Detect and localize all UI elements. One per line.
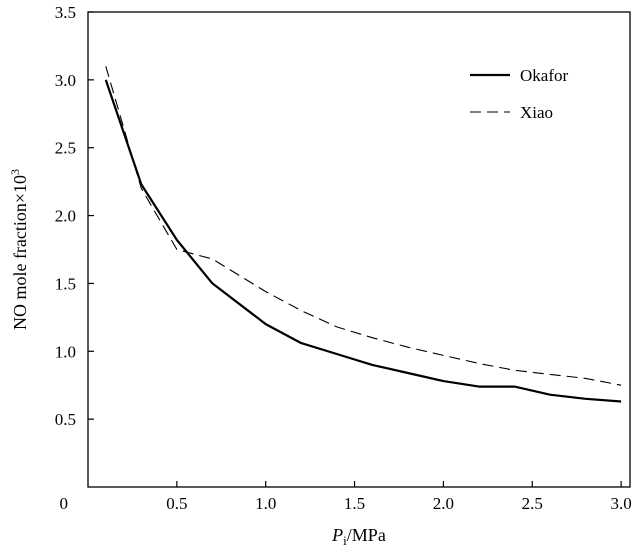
- x-axis-label-sub: i: [343, 533, 347, 548]
- y-tick-label: 3.5: [55, 3, 76, 22]
- x-tick-label: 1.5: [344, 494, 365, 513]
- series-line-xiao: [105, 66, 622, 386]
- y-axis-label-main: NO mole fraction×10: [10, 175, 30, 330]
- x-tick-label: 2.0: [433, 494, 454, 513]
- legend-label-okafor: Okafor: [520, 66, 568, 85]
- plot-frame: [87, 11, 631, 488]
- legend: Okafor Xiao: [470, 66, 568, 122]
- x-tick-label: 2.5: [522, 494, 543, 513]
- y-axis-label-exponent: 3: [8, 169, 22, 175]
- y-tick-label: 1.5: [55, 274, 76, 293]
- x-axis-ticks: 0.5 1.0 1.5 2.0 2.5 3.0: [166, 481, 632, 513]
- y-tick-label: 2.5: [55, 139, 76, 158]
- series-lines: [104, 66, 622, 403]
- x-axis-label-unit: /MPa: [347, 525, 386, 545]
- origin-label: 0: [60, 494, 69, 513]
- y-tick-label: 3.0: [55, 71, 76, 90]
- y-tick-label: 2.0: [55, 207, 76, 226]
- y-tick-label: 1.0: [55, 342, 76, 361]
- x-tick-label: 1.0: [255, 494, 276, 513]
- x-tick-label: 3.0: [610, 494, 631, 513]
- y-tick-label: 0.5: [55, 410, 76, 429]
- x-axis-label: Pi/MPa: [331, 525, 386, 548]
- legend-label-xiao: Xiao: [520, 103, 553, 122]
- x-axis-label-var: P: [331, 525, 343, 545]
- y-axis-ticks: 0.5 1.0 1.5 2.0 2.5 3.0 3.5: [55, 3, 94, 429]
- series-line-okafor: [104, 79, 622, 403]
- plot-border: [87, 11, 631, 488]
- x-tick-label: 0.5: [166, 494, 187, 513]
- y-axis-label: NO mole fraction×103: [8, 169, 30, 330]
